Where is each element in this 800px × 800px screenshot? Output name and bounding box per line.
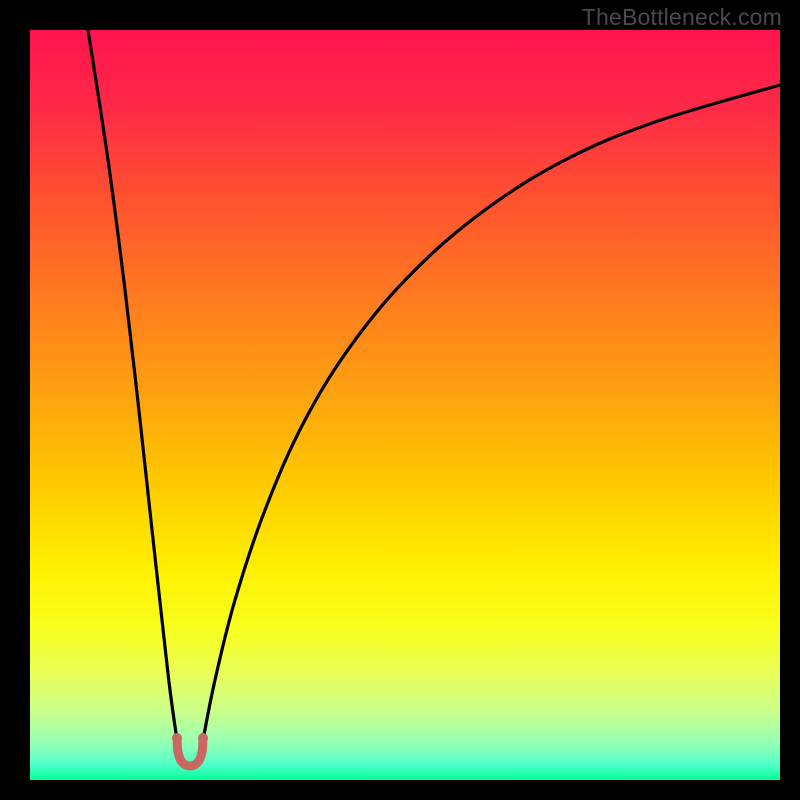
chart-container: TheBottleneck.com [0, 0, 800, 800]
minimum-marker-dot-left [172, 733, 182, 743]
minimum-marker-dot-right [198, 733, 208, 743]
bottleneck-chart [0, 0, 800, 800]
plot-background [30, 30, 780, 780]
watermark-text: TheBottleneck.com [582, 4, 782, 31]
